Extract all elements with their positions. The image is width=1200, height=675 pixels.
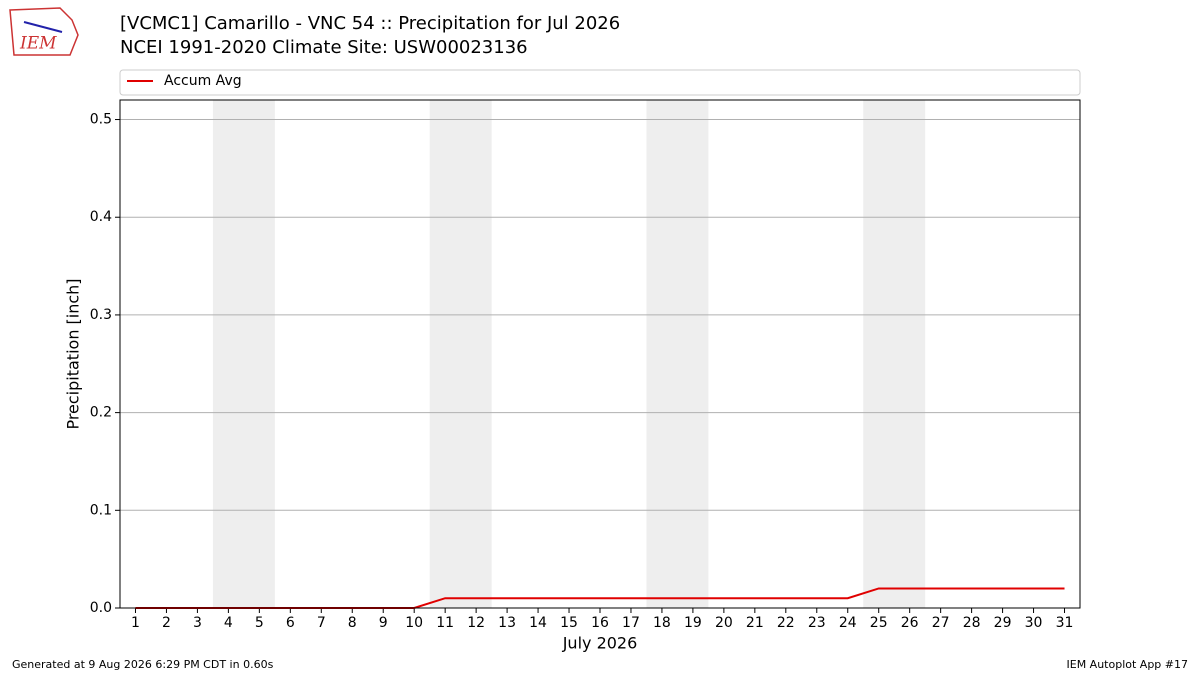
x-tick-label: 1 [131,615,140,631]
x-tick-label: 30 [1025,615,1043,631]
x-tick-label: 26 [901,615,919,631]
x-tick-label: 24 [839,615,857,631]
x-tick-label: 25 [870,615,888,631]
y-axis-label: Precipitation [inch] [64,278,83,429]
logo: IEM [9,7,79,56]
logo-text: IEM [19,34,57,54]
x-tick-label: 3 [193,615,202,631]
footer-right: IEM Autoplot App #17 [1067,658,1189,671]
x-tick-label: 6 [286,615,295,631]
x-tick-label: 15 [560,615,578,631]
legend-box [119,69,1081,96]
x-tick-label: 9 [379,615,388,631]
chart-title: [VCMC1] Camarillo - VNC 54 :: Precipitat… [120,13,620,34]
x-tick-label: 29 [994,615,1012,631]
plot-frame [119,99,1081,609]
x-tick-label: 21 [746,615,764,631]
x-tick-label: 28 [963,615,981,631]
y-tick-label: 0.0 [90,600,112,616]
weekend-band [429,100,492,608]
x-tick-label: 17 [622,615,640,631]
x-tick-label: 5 [255,615,264,631]
logo-mark [23,21,63,33]
x-tick-label: 10 [405,615,423,631]
x-axis-label: July 2026 [562,634,638,653]
x-tick-label: 2 [162,615,171,631]
x-tick-label: 11 [436,615,454,631]
y-tick-label: 0.2 [90,405,112,421]
x-tick-label: 18 [653,615,671,631]
weekend-band [212,100,275,608]
x-tick-label: 12 [467,615,485,631]
x-tick-label: 22 [777,615,795,631]
weekend-band [646,100,709,608]
x-tick-label: 20 [715,615,733,631]
logo-outline [9,7,79,56]
x-tick-label: 8 [348,615,357,631]
x-tick-label: 14 [529,615,547,631]
x-tick-label: 4 [224,615,233,631]
y-tick-label: 0.5 [90,112,112,128]
x-tick-label: 7 [317,615,326,631]
legend-label: Accum Avg [164,73,242,89]
chart-subtitle: NCEI 1991-2020 Climate Site: USW00023136 [120,37,528,58]
x-tick-label: 23 [808,615,826,631]
x-tick-label: 19 [684,615,702,631]
y-tick-label: 0.4 [90,209,112,225]
x-tick-label: 16 [591,615,609,631]
x-tick-label: 13 [498,615,516,631]
footer-left: Generated at 9 Aug 2026 6:29 PM CDT in 0… [12,658,274,671]
x-tick-label: 31 [1056,615,1074,631]
y-tick-label: 0.3 [90,307,112,323]
y-tick-label: 0.1 [90,502,112,518]
x-tick-label: 27 [932,615,950,631]
weekend-band [863,100,926,608]
